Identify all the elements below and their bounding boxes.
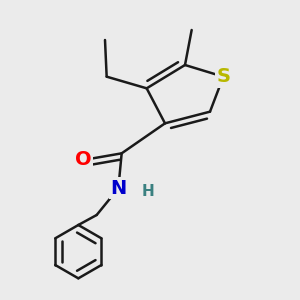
Text: O: O: [75, 151, 92, 169]
Text: H: H: [142, 184, 155, 199]
Text: S: S: [216, 67, 230, 86]
Text: N: N: [110, 179, 127, 198]
